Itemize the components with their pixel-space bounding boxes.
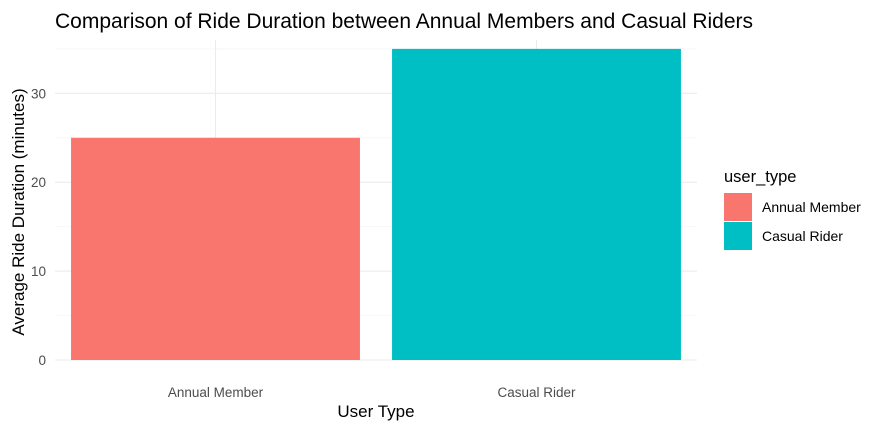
x-axis-title: User Type bbox=[337, 402, 414, 421]
bars bbox=[71, 48, 681, 361]
bar-annual-member bbox=[71, 137, 360, 360]
x-tick-label: Annual Member bbox=[168, 385, 264, 400]
y-tick-label: 30 bbox=[31, 86, 46, 101]
bar-casual-rider bbox=[392, 48, 681, 361]
y-tick-label: 10 bbox=[31, 264, 46, 279]
legend-swatch bbox=[724, 193, 752, 221]
legend-swatch bbox=[724, 222, 752, 250]
y-axis-ticks: 0 10 20 30 bbox=[31, 86, 46, 368]
legend-title: user_type bbox=[724, 168, 796, 186]
y-axis-title: Average Ride Duration (minutes) bbox=[9, 88, 28, 335]
y-tick-label: 20 bbox=[31, 175, 46, 190]
legend: user_type Annual Member Casual Rider bbox=[724, 168, 861, 250]
legend-label: Casual Rider bbox=[762, 228, 843, 244]
chart-title: Comparison of Ride Duration between Annu… bbox=[55, 10, 753, 33]
x-axis-ticks: Annual Member Casual Rider bbox=[168, 385, 576, 400]
y-tick-label: 0 bbox=[38, 353, 46, 368]
x-tick-label: Casual Rider bbox=[497, 385, 576, 400]
legend-label: Annual Member bbox=[762, 199, 861, 215]
